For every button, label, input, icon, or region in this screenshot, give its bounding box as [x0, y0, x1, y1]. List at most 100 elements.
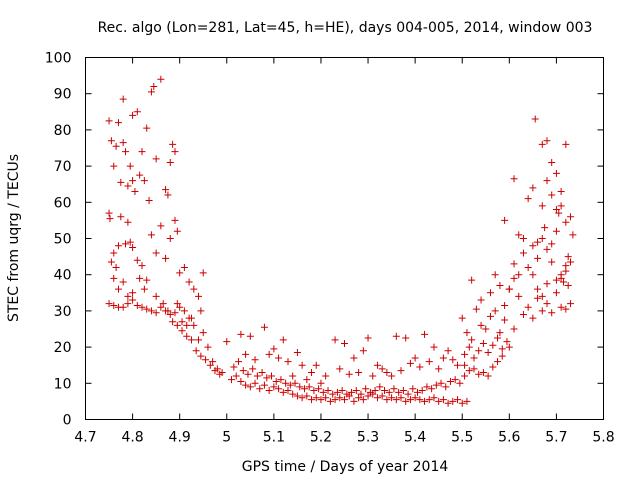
data-point	[359, 396, 367, 404]
data-point	[503, 338, 511, 346]
data-point	[491, 271, 499, 279]
data-point	[491, 307, 499, 315]
data-point	[383, 368, 391, 376]
data-point	[300, 385, 308, 393]
data-point	[171, 216, 179, 224]
data-point	[187, 314, 195, 322]
data-point	[166, 311, 174, 319]
data-point	[519, 311, 527, 319]
data-point	[416, 396, 424, 404]
data-point	[364, 334, 372, 342]
data-point	[543, 137, 551, 145]
data-point	[442, 383, 450, 391]
data-point	[430, 394, 438, 402]
data-point	[152, 309, 160, 317]
data-point	[173, 300, 181, 308]
data-point	[510, 274, 518, 282]
tick-labels-layer: 4.7 4.8 4.9 5 5.1 5.2 5.3 5.4 5.5 5.6 5.7 5.8 0 10 20 3…	[45, 51, 615, 446]
data-point	[157, 75, 165, 83]
data-point	[515, 292, 523, 300]
data-point	[534, 294, 542, 302]
data-point	[122, 240, 130, 248]
data-point	[195, 336, 203, 344]
data-point	[117, 213, 125, 221]
data-point	[275, 354, 283, 362]
data-point	[293, 349, 301, 357]
data-point	[129, 296, 137, 304]
data-point	[246, 383, 254, 391]
data-point	[110, 249, 118, 257]
data-point	[355, 368, 363, 376]
data-point	[293, 392, 301, 400]
data-point	[333, 388, 341, 396]
data-point	[454, 361, 462, 369]
data-point	[112, 142, 120, 150]
data-point	[298, 361, 306, 369]
data-point	[183, 332, 191, 340]
data-point	[119, 303, 127, 311]
data-point	[322, 372, 330, 380]
data-point	[383, 396, 391, 404]
data-point	[284, 358, 292, 366]
data-point	[416, 363, 424, 371]
data-point	[364, 392, 372, 400]
x-tick-label: 5.2	[310, 430, 332, 446]
data-point	[557, 303, 565, 311]
data-point	[366, 388, 374, 396]
data-point	[289, 372, 297, 380]
data-point	[119, 139, 127, 147]
data-point	[176, 303, 184, 311]
y-tick-label: 30	[54, 304, 72, 320]
data-point	[166, 158, 174, 166]
data-point	[258, 368, 266, 376]
data-point	[468, 276, 476, 284]
data-point	[567, 213, 575, 221]
y-tick-label: 80	[54, 123, 72, 139]
data-point	[494, 334, 502, 342]
data-point	[197, 307, 205, 315]
y-tick-label: 40	[54, 268, 72, 284]
data-point	[270, 383, 278, 391]
data-point	[479, 368, 487, 376]
data-point	[279, 336, 287, 344]
data-point	[263, 374, 271, 382]
data-point	[461, 361, 469, 369]
x-tick-label: 5.1	[263, 430, 285, 446]
data-point	[557, 187, 565, 195]
data-point	[317, 379, 325, 387]
data-point	[463, 329, 471, 337]
data-point	[169, 318, 177, 326]
data-point	[538, 292, 546, 300]
data-point	[265, 350, 273, 358]
data-point	[439, 396, 447, 404]
data-point	[538, 307, 546, 315]
data-point	[114, 119, 122, 127]
data-point	[409, 385, 417, 393]
data-point	[489, 363, 497, 371]
y-axis-label: STEC from uqrg / TECUs	[6, 154, 22, 322]
data-point	[216, 370, 224, 378]
x-tick-label: 5.8	[592, 430, 614, 446]
data-point	[541, 224, 549, 232]
data-point	[237, 377, 245, 385]
data-point	[385, 388, 393, 396]
data-point	[143, 124, 151, 132]
data-point	[159, 300, 167, 308]
data-point	[230, 363, 238, 371]
data-point	[140, 285, 148, 293]
data-point	[489, 341, 497, 349]
data-point	[444, 399, 452, 407]
data-point	[326, 397, 334, 405]
data-point	[529, 184, 537, 192]
data-point	[413, 388, 421, 396]
data-point	[164, 307, 172, 315]
data-point	[465, 367, 473, 375]
data-point	[124, 218, 132, 226]
data-point	[187, 336, 195, 344]
data-point	[406, 396, 414, 404]
data-point	[180, 263, 188, 271]
data-point	[140, 177, 148, 185]
data-point	[145, 196, 153, 204]
data-point	[449, 356, 457, 364]
